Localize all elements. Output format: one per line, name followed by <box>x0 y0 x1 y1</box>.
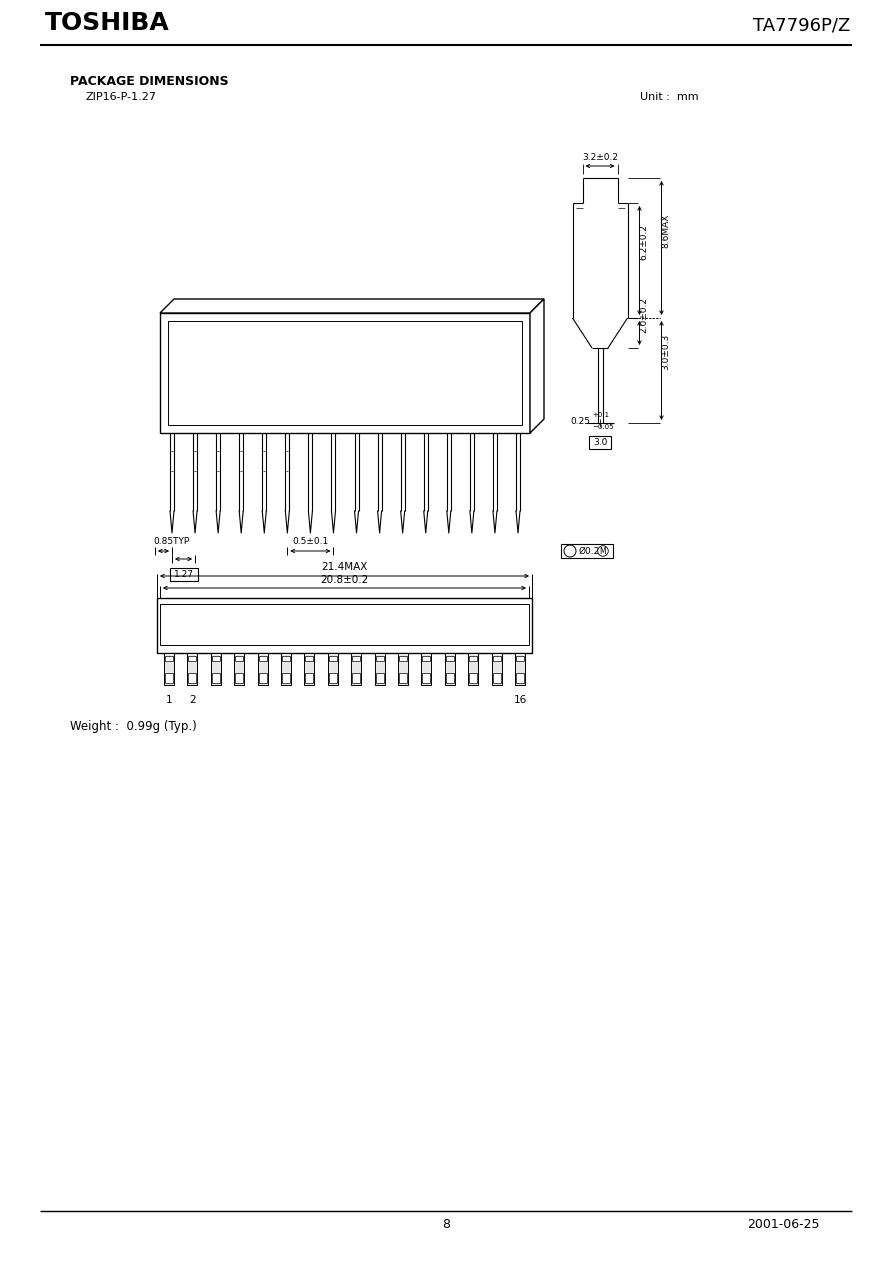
Text: 0.5±0.1: 0.5±0.1 <box>293 537 328 546</box>
Bar <box>164 653 174 685</box>
Text: Unit :  mm: Unit : mm <box>640 92 698 102</box>
Bar <box>327 653 338 685</box>
Bar <box>329 655 337 661</box>
Text: 21.4MAX: 21.4MAX <box>321 562 368 572</box>
Bar <box>446 655 454 661</box>
Bar <box>165 673 173 683</box>
Text: 16: 16 <box>514 695 526 705</box>
Bar <box>329 673 337 683</box>
Bar <box>376 655 384 661</box>
Bar <box>492 655 500 661</box>
Bar <box>589 436 611 450</box>
Text: TA7796P/Z: TA7796P/Z <box>753 16 850 35</box>
Bar <box>468 653 478 685</box>
Text: +0.1: +0.1 <box>592 412 609 418</box>
Bar <box>305 655 313 661</box>
Text: 3.2±0.2: 3.2±0.2 <box>582 153 618 162</box>
Bar <box>211 673 219 683</box>
Bar <box>446 673 454 683</box>
Text: 2001-06-25: 2001-06-25 <box>747 1218 820 1231</box>
Text: 2.0±0.2: 2.0±0.2 <box>639 297 648 333</box>
Bar <box>235 655 244 661</box>
Bar <box>421 653 432 685</box>
Text: Ø0.25: Ø0.25 <box>579 547 606 556</box>
Bar <box>282 655 290 661</box>
Bar <box>165 655 173 661</box>
Bar <box>516 673 524 683</box>
Polygon shape <box>530 299 544 433</box>
Bar <box>281 653 291 685</box>
Bar <box>423 655 431 661</box>
Bar <box>399 655 407 661</box>
Bar <box>188 673 196 683</box>
Bar <box>469 655 477 661</box>
Bar <box>399 673 407 683</box>
Bar <box>160 604 529 645</box>
Text: Weight :  0.99g (Typ.): Weight : 0.99g (Typ.) <box>70 720 197 733</box>
Bar <box>376 673 384 683</box>
Bar <box>398 653 408 685</box>
Bar <box>235 653 244 685</box>
Bar <box>352 655 360 661</box>
Text: 1: 1 <box>166 695 172 705</box>
Bar <box>469 673 477 683</box>
Bar <box>258 653 268 685</box>
Bar <box>492 673 500 683</box>
Bar <box>445 653 455 685</box>
Bar <box>157 597 532 653</box>
Bar <box>188 655 196 661</box>
Bar <box>160 313 530 433</box>
Text: ZIP16-P-1.27: ZIP16-P-1.27 <box>85 92 156 102</box>
Text: 20.8±0.2: 20.8±0.2 <box>320 575 368 585</box>
Bar <box>351 653 361 685</box>
Text: 3.0: 3.0 <box>593 438 607 447</box>
Bar <box>235 673 244 683</box>
Bar <box>169 568 197 581</box>
Text: 0.85TYP: 0.85TYP <box>153 537 189 546</box>
Polygon shape <box>160 299 544 313</box>
Bar <box>304 653 314 685</box>
Text: PACKAGE DIMENSIONS: PACKAGE DIMENSIONS <box>70 75 228 88</box>
Bar <box>187 653 197 685</box>
Bar <box>423 673 431 683</box>
Bar <box>515 653 525 685</box>
Bar <box>211 655 219 661</box>
Bar <box>561 544 613 558</box>
Text: 2: 2 <box>189 695 195 705</box>
Text: TOSHIBA: TOSHIBA <box>45 11 169 35</box>
Bar <box>375 653 384 685</box>
Bar <box>211 653 221 685</box>
Bar <box>259 655 267 661</box>
Bar <box>491 653 501 685</box>
Text: 3.0±0.3: 3.0±0.3 <box>661 335 670 370</box>
Text: 1.27: 1.27 <box>174 570 194 578</box>
Text: 0.25: 0.25 <box>571 417 591 426</box>
Text: 8.6MAX: 8.6MAX <box>661 213 670 248</box>
Bar <box>352 673 360 683</box>
Bar <box>168 321 522 426</box>
Bar <box>516 655 524 661</box>
Text: −0.05: −0.05 <box>592 424 614 429</box>
Text: M: M <box>599 547 607 556</box>
Text: 8: 8 <box>442 1218 450 1231</box>
Bar <box>305 673 313 683</box>
Bar <box>259 673 267 683</box>
Text: 6.2±0.2: 6.2±0.2 <box>639 225 648 260</box>
Bar <box>282 673 290 683</box>
